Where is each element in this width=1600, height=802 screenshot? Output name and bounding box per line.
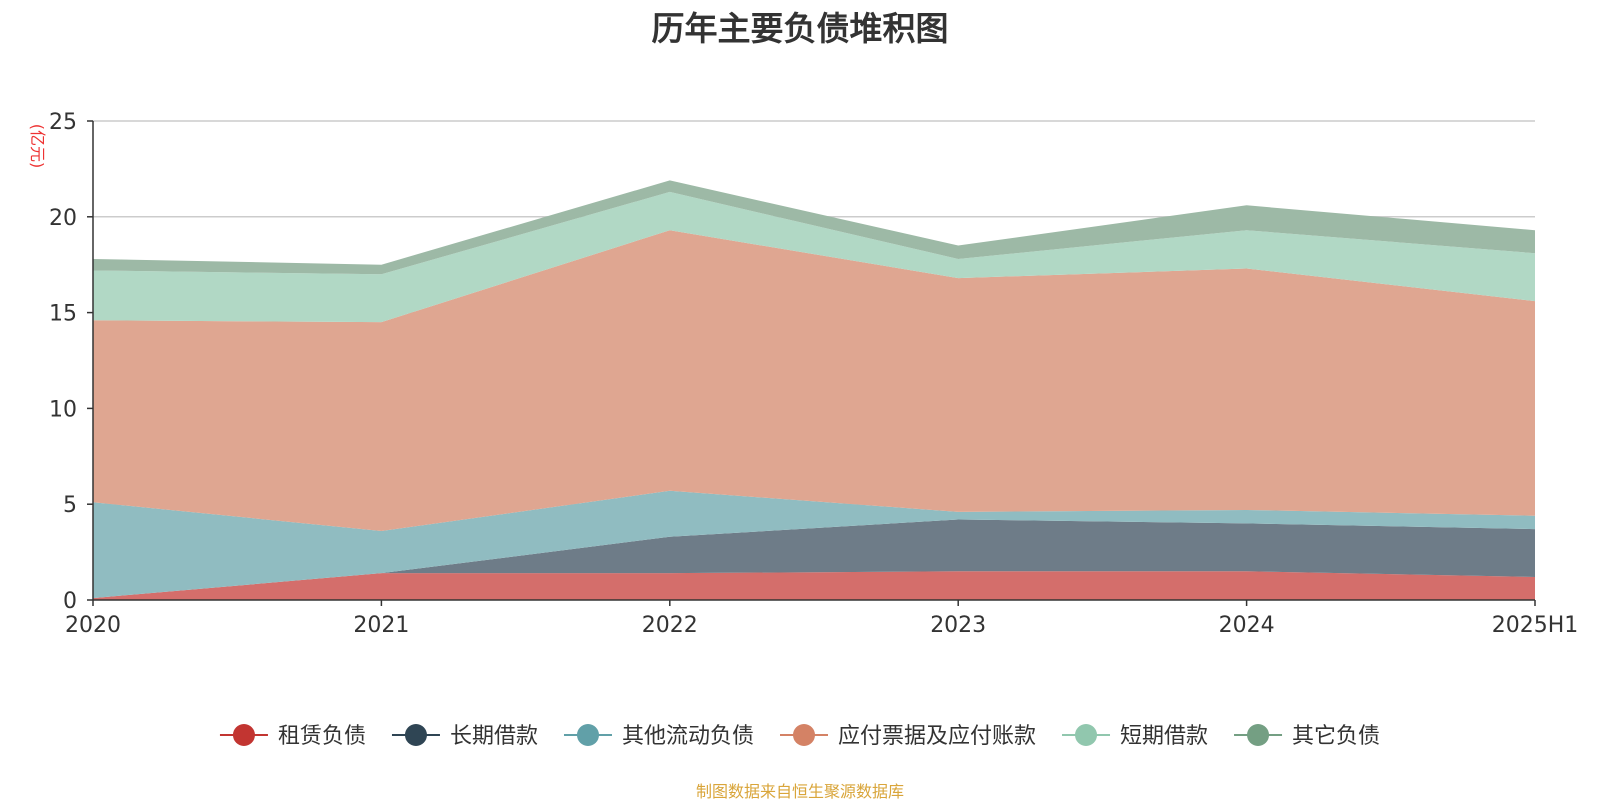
legend-dot-marker [793,724,815,746]
area-series-4 [93,230,1535,532]
x-tick-label: 2023 [930,613,986,638]
area-series-3 [93,490,1535,599]
y-axis-unit-label: (亿元) [28,124,47,169]
legend-dot-marker [1075,724,1098,746]
source-note: 制图数据来自恒生聚源数据库 [695,782,904,801]
legend-dot-marker [1247,724,1270,746]
y-tick-label: 10 [49,397,77,422]
legend-label: 长期借款 [450,724,538,749]
area-series-6 [93,180,1535,275]
legend-label: 其它负债 [1292,724,1380,749]
area-series [93,180,1535,600]
legend-dot-marker [404,724,427,746]
legend-label: 应付票据及应付账款 [838,724,1036,749]
legend: 租赁负债 长期借款 其他流动负债 应付票据及应付账款 短期借款 其它负债 [219,724,1380,749]
axes: 0 5 10 15 20 25 2020 2021 2022 2023 2024 2025H1 (亿元) [28,110,1578,638]
x-tick-label: 2025H1 [1492,613,1579,638]
area-series-1 [93,571,1535,600]
area-series-2 [93,519,1535,599]
legend-item-4: 应付票据及应付账款 [780,724,1036,749]
legend-dot-marker [576,724,599,746]
legend-item-6: 其它负债 [1234,724,1380,749]
legend-label: 租赁负债 [278,724,366,749]
chart-title: 历年主要负债堆积图 [651,9,949,48]
legend-item-2: 长期借款 [391,724,538,749]
legend-item-5: 短期借款 [1062,724,1208,749]
legend-dot-marker [232,724,255,746]
x-tick-label: 2024 [1219,613,1275,638]
legend-item-1: 租赁负债 [219,724,366,749]
x-tick-label: 2020 [65,613,121,638]
legend-label: 其他流动负债 [622,724,754,749]
legend-label: 短期借款 [1120,724,1208,749]
legend-item-3: 其他流动负债 [563,724,754,749]
x-tick-label: 2021 [353,613,409,638]
y-tick-label: 0 [63,589,77,614]
y-tick-label: 15 [49,302,77,327]
y-tick-label: 25 [49,110,77,135]
x-tick-label: 2022 [642,613,698,638]
y-tick-label: 20 [49,206,77,231]
y-tick-label: 5 [63,493,77,518]
area-series-5 [93,191,1535,323]
